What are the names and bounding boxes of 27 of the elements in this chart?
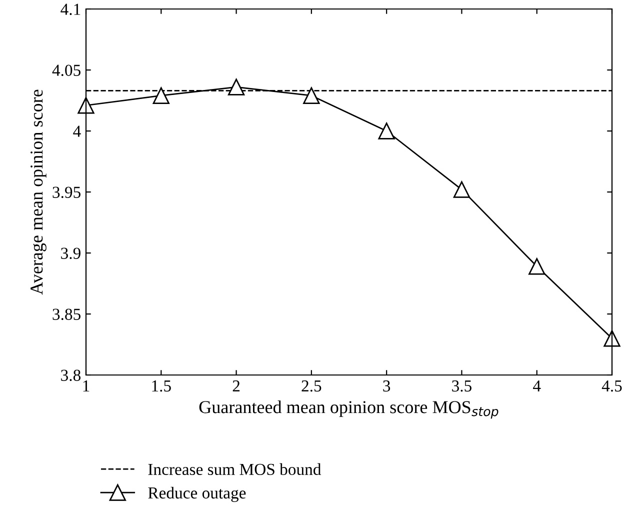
legend-label: Increase sum MOS bound xyxy=(148,463,322,476)
point xyxy=(604,330,620,347)
x-axis-title: Guaranteed mean opinion score MOS$_{stop}$ xyxy=(199,400,498,419)
y-tick-label: 3.85 xyxy=(52,308,80,320)
x-tick-label: 2 xyxy=(232,380,240,392)
y-tick-label: 3.95 xyxy=(52,186,80,198)
x-tick-label: 1.5 xyxy=(152,380,171,392)
x-tick-label: 3.5 xyxy=(452,380,472,392)
point xyxy=(228,78,245,96)
y-axis-title: Average mean opinion score xyxy=(30,90,46,295)
point xyxy=(528,258,546,275)
y-tick-label: 3.9 xyxy=(61,248,80,260)
point xyxy=(303,87,320,104)
point xyxy=(152,87,170,104)
x-tick-label: 4 xyxy=(533,380,541,392)
x-tick-label: 2.5 xyxy=(302,380,322,392)
y-tick-label: 4 xyxy=(73,126,81,137)
point xyxy=(378,122,395,140)
x-tick-label: 4.5 xyxy=(602,380,622,392)
y-tick-label: 4.05 xyxy=(52,64,80,76)
point xyxy=(78,97,94,114)
y-tick-label: 4.1 xyxy=(60,4,80,16)
x-tick-label: 3 xyxy=(383,380,390,392)
y-tick-label: 3.8 xyxy=(61,370,81,382)
legend-label: Reduce outage xyxy=(148,486,246,502)
point xyxy=(453,181,470,198)
x-tick-label: 1 xyxy=(83,380,90,392)
